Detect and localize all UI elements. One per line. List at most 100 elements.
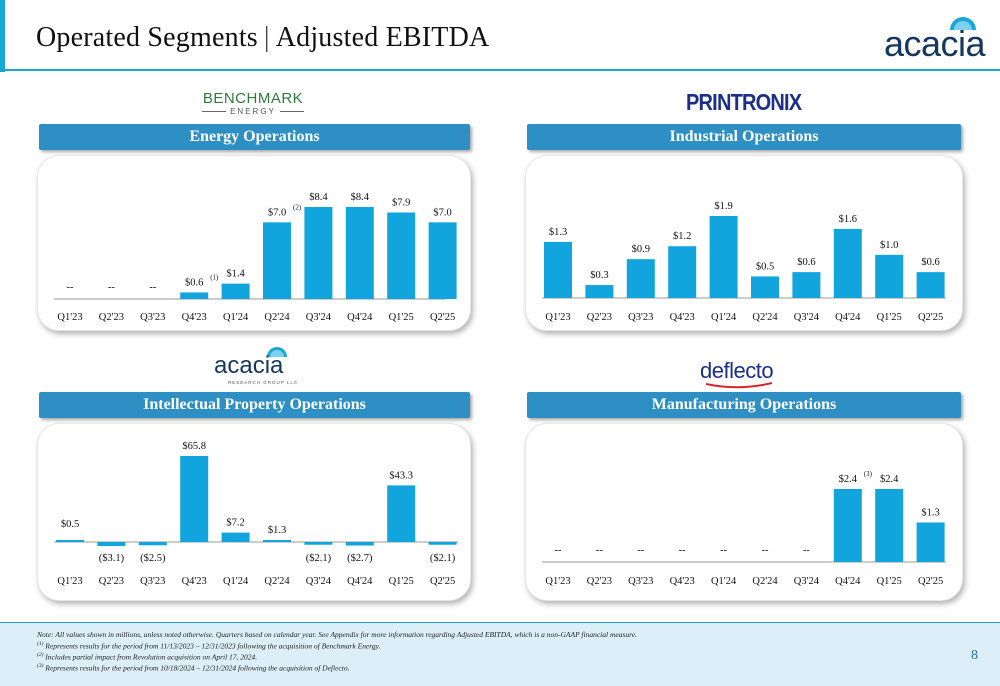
bar-energy-7	[345, 207, 374, 299]
data-label-industrial-7: $1.6	[839, 214, 857, 225]
title-separator: |	[263, 22, 270, 53]
tick-label-ip-1: Q2'23	[99, 576, 124, 587]
data-label-industrial-2: $0.9	[632, 244, 650, 255]
bar-ip-5	[263, 540, 291, 542]
tick-label-industrial-8: Q1'25	[877, 312, 902, 323]
data-label-industrial-0: $1.3	[549, 227, 567, 238]
tick-label-manufacturing-1: Q2'23	[587, 576, 612, 587]
tick-label-manufacturing-9: Q2'25	[918, 576, 943, 587]
bar-energy-3	[180, 292, 209, 299]
bar-industrial-7	[833, 228, 862, 298]
printronix-wordmark: PRINTRONIX	[686, 90, 802, 116]
footnote-1-text: Represents results for the period from 1…	[43, 641, 381, 651]
data-label-energy-4: $1.4	[226, 269, 245, 280]
data-label-ip-5: $1.3	[268, 525, 286, 536]
bar-energy-9	[428, 222, 457, 299]
tick-label-industrial-5: Q2'24	[752, 312, 778, 323]
deflecto-wordmark: deflecto	[700, 358, 774, 383]
footnote-3-mark: (3)	[37, 663, 44, 669]
manufacturing-header: Manufacturing Operations	[527, 392, 961, 418]
industrial-chart: $1.3 Q1'23 $0.3 Q2'23 $0.9 Q3'23 $1.2 Q4'23 $1.9…	[542, 201, 946, 323]
bar-industrial-9	[916, 272, 945, 298]
tick-label-ip-2: Q3'23	[140, 576, 165, 587]
bar-manufacturing-9	[916, 522, 945, 562]
energy-header: Energy Operations	[39, 124, 470, 150]
tick-label-manufacturing-8: Q1'25	[877, 576, 902, 587]
industrial-chart-panel: $1.3 Q1'23 $0.3 Q2'23 $0.9 Q3'23 $1.2 Q4'23 $1.9…	[525, 155, 963, 331]
bar-energy-8	[387, 212, 416, 299]
bar-industrial-1	[585, 285, 614, 298]
tick-label-manufacturing-2: Q3'23	[628, 576, 653, 587]
title-left: Operated Segments	[36, 22, 258, 53]
data-label-energy-8: $7.9	[392, 197, 410, 208]
tick-label-industrial-4: Q1'24	[711, 312, 737, 323]
data-label-ip-4: $7.2	[226, 518, 244, 529]
footnote-marker-energy-3: (1)	[210, 273, 219, 281]
data-label-manufacturing-1: --	[596, 545, 603, 556]
bar-ip-4	[221, 532, 250, 542]
energy-chart: -- Q1'23 -- Q2'23 -- Q3'23 $0.6 (1) Q4'23 $1.4 Q1'…	[54, 192, 457, 323]
footnote-2-mark: (2)	[37, 652, 44, 658]
data-label-ip-6: ($2.1)	[306, 553, 332, 564]
data-label-manufacturing-9: $1.3	[921, 507, 939, 518]
tick-label-energy-3: Q4'23	[182, 312, 207, 323]
tick-label-industrial-6: Q3'24	[794, 312, 820, 323]
acacia-wordmark: acacia	[214, 352, 284, 379]
tick-label-manufacturing-5: Q2'24	[752, 576, 778, 587]
acacia-brand-logo: acacia	[882, 10, 986, 62]
footnote-1: (1) Represents results for the period fr…	[37, 641, 380, 651]
bar-industrial-6	[792, 272, 821, 298]
tick-label-ip-0: Q1'23	[57, 576, 82, 587]
data-label-ip-7: ($2.7)	[347, 553, 373, 564]
footnote-2: (2) Includes partial impact from Revolut…	[37, 652, 257, 662]
acacia-drop-icon	[267, 347, 287, 357]
data-label-energy-2: --	[149, 282, 156, 293]
page-number: 8	[971, 648, 978, 663]
bar-manufacturing-7	[833, 489, 862, 562]
data-label-energy-6: $8.4	[309, 192, 328, 203]
tick-label-industrial-1: Q2'23	[587, 312, 612, 323]
data-label-manufacturing-3: --	[679, 545, 686, 556]
footnote-note: Note: All values shown in millions, unle…	[37, 630, 637, 639]
data-label-manufacturing-2: --	[637, 545, 644, 556]
tick-label-manufacturing-7: Q4'24	[835, 576, 861, 587]
benchmark-energy-logo: BENCHMARK ENERGY	[196, 90, 310, 124]
title-rule	[0, 69, 1000, 71]
data-label-manufacturing-7: $2.4	[839, 474, 858, 485]
data-label-energy-9: $7.0	[433, 207, 451, 218]
data-label-industrial-8: $1.0	[880, 240, 898, 251]
data-label-manufacturing-8: $2.4	[880, 474, 899, 485]
ip-header: Intellectual Property Operations	[39, 392, 470, 418]
bar-industrial-8	[875, 254, 904, 298]
tick-label-energy-1: Q2'23	[99, 312, 124, 323]
energy-chart-panel: -- Q1'23 -- Q2'23 -- Q3'23 $0.6 (1) Q4'23 $1.4 Q1'…	[37, 155, 471, 331]
footnote-marker-energy-5: (2)	[293, 203, 302, 211]
tick-label-energy-4: Q1'24	[223, 312, 249, 323]
data-label-energy-7: $8.4	[351, 192, 370, 203]
tick-label-ip-8: Q1'25	[389, 576, 414, 587]
footnote-1-mark: (1)	[37, 641, 44, 647]
brand-text: acacia	[884, 23, 986, 64]
bar-ip-3	[180, 456, 209, 542]
footnote-3: (3) Represents results for the period fr…	[37, 663, 349, 673]
tick-label-manufacturing-0: Q1'23	[545, 576, 570, 587]
data-label-manufacturing-6: --	[803, 545, 810, 556]
acacia-sub: RESEARCH GROUP LLC	[228, 380, 299, 385]
data-label-ip-8: $43.3	[389, 470, 413, 481]
bar-industrial-5	[751, 276, 779, 298]
benchmark-sub: ENERGY	[230, 107, 276, 116]
deflecto-swoosh	[706, 382, 772, 389]
tick-label-industrial-2: Q3'23	[628, 312, 653, 323]
tick-label-ip-5: Q2'24	[264, 576, 290, 587]
tick-label-ip-6: Q3'24	[306, 576, 332, 587]
deflecto-logo: deflecto	[700, 358, 792, 389]
data-label-ip-0: $0.5	[61, 519, 79, 530]
bar-ip-6	[304, 542, 333, 545]
data-label-ip-1: ($3.1)	[99, 553, 125, 564]
ip-chart-panel: $0.5 Q1'23 ($3.1) Q2'23 ($2.5) Q3'23 $65.8 Q4'2…	[37, 423, 471, 601]
footnotes: Note: All values shown in millions, unle…	[0, 622, 1000, 686]
data-label-industrial-1: $0.3	[590, 270, 608, 281]
bar-ip-2	[138, 542, 167, 546]
tick-label-industrial-9: Q2'25	[918, 312, 943, 323]
tick-label-energy-5: Q2'24	[264, 312, 290, 323]
